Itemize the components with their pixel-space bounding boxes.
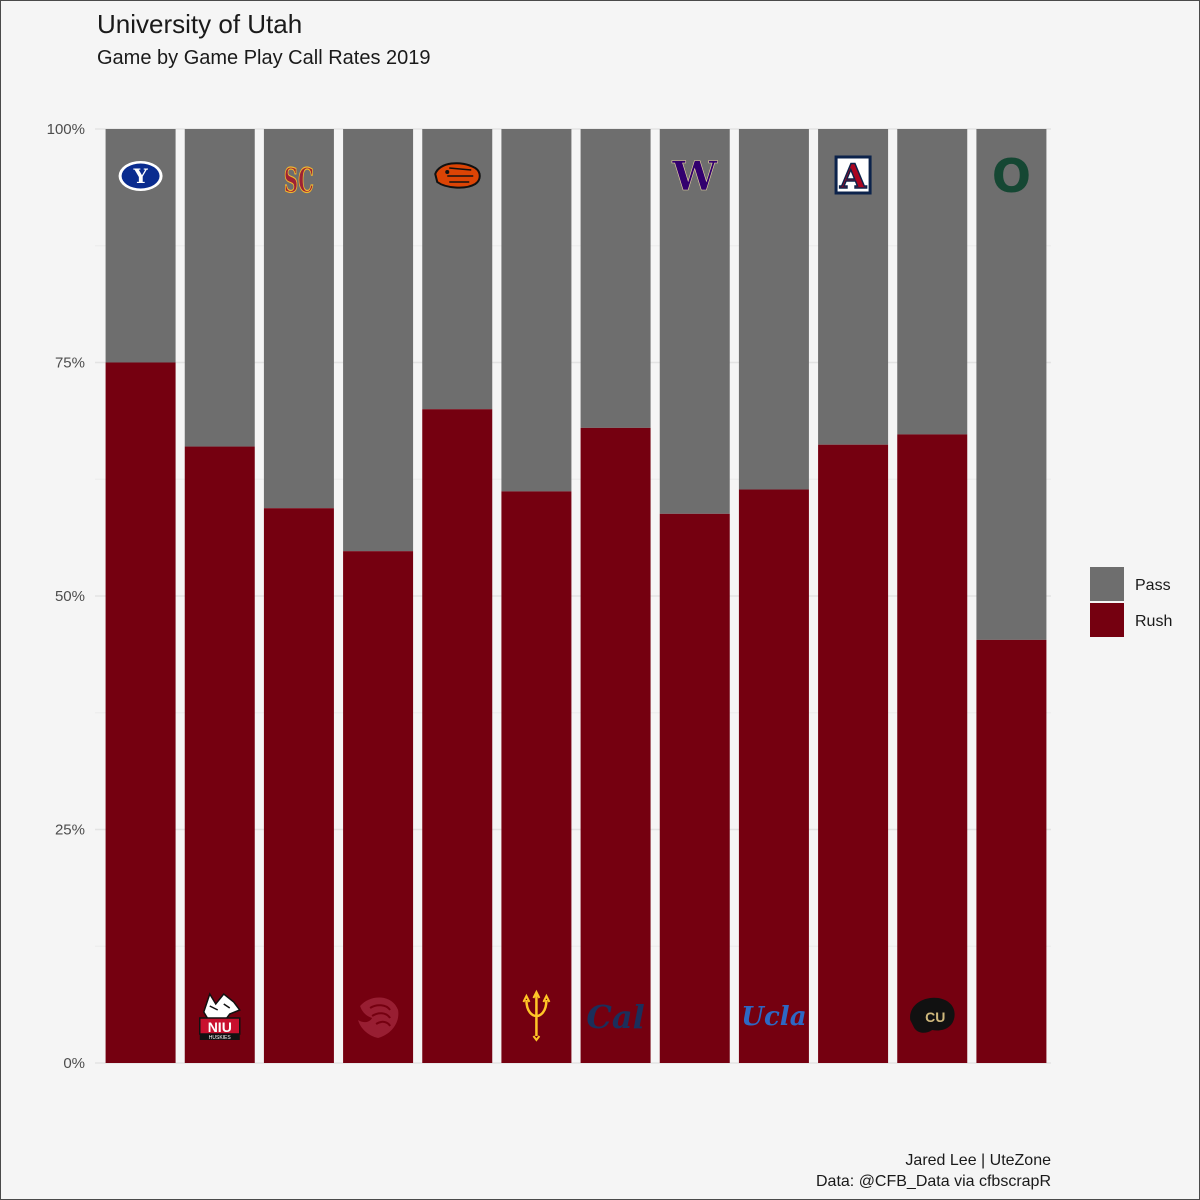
- bar-rush-1: [184, 446, 255, 1063]
- logos-layer: Y NIU HUSKIES SC: [118, 149, 1031, 1042]
- bar-rush-7: [659, 513, 730, 1063]
- bar-rush-6: [580, 427, 651, 1063]
- legend-key-rush: [1090, 603, 1124, 637]
- bar-rush-4: [422, 409, 493, 1063]
- bar-pass-11: [976, 129, 1047, 640]
- arizona-logo-text: A: [839, 157, 867, 197]
- caption-source: Data: @CFB_Data via cfbscrapR: [816, 1173, 1051, 1190]
- byu-logo-icon: Y: [118, 161, 163, 191]
- colorado-logo-text: CU: [925, 1009, 945, 1025]
- legend: Pass Rush: [1090, 567, 1172, 637]
- bar-pass-1: [184, 129, 255, 447]
- washington-logo-text: W: [671, 153, 718, 200]
- oregon-logo-text: O: [992, 149, 1031, 203]
- chart-title: University of Utah: [97, 9, 303, 39]
- wsu-cougar-logo-icon: [358, 997, 399, 1038]
- oregon-state-beaver-logo-icon: [434, 162, 481, 189]
- bar-pass-5: [501, 129, 572, 492]
- arizona-logo-icon: A: [834, 155, 872, 198]
- niu-logo-text: NIU: [208, 1019, 232, 1035]
- niu-logo-icon: NIU HUSKIES: [199, 992, 241, 1041]
- y-tick-label: 75%: [55, 355, 85, 372]
- colorado-buffalo-logo-icon: CU: [910, 997, 955, 1033]
- legend-label-pass: Pass: [1135, 577, 1171, 594]
- y-tick-label: 100%: [47, 121, 85, 138]
- bar-rush-0: [105, 362, 176, 1063]
- caption-author: Jared Lee | UteZone: [905, 1152, 1051, 1169]
- usc-logo-text: SC: [284, 161, 314, 201]
- asu-pitchfork-logo-icon: [522, 989, 551, 1042]
- y-tick-label: 0%: [63, 1055, 85, 1072]
- bar-pass-7: [659, 129, 730, 514]
- ucla-logo-icon: Ucla: [741, 1002, 806, 1032]
- chart-subtitle: Game by Game Play Call Rates 2019: [97, 47, 431, 69]
- washington-logo-icon: W: [671, 153, 719, 201]
- bar-rush-2: [263, 508, 334, 1064]
- bar-pass-8: [738, 129, 809, 490]
- bar-rush-11: [976, 639, 1047, 1063]
- niu-logo-subtext: HUSKIES: [209, 1035, 232, 1041]
- ucla-logo-text: Ucla: [741, 1002, 806, 1032]
- usc-logo-icon: SC: [283, 160, 314, 201]
- bar-pass-6: [580, 129, 651, 428]
- y-tick-label: 25%: [55, 822, 85, 839]
- bar-pass-3: [343, 129, 414, 552]
- y-axis: 0% 25% 50% 75% 100%: [47, 121, 85, 1072]
- cal-logo-icon: Cal: [586, 998, 644, 1036]
- bar-rush-3: [343, 551, 414, 1063]
- legend-key-pass: [1090, 567, 1124, 601]
- bar-pass-2: [263, 129, 334, 509]
- bar-rush-5: [501, 491, 572, 1064]
- bar-rush-9: [818, 444, 889, 1063]
- bar-rush-10: [897, 434, 968, 1064]
- legend-label-rush: Rush: [1135, 613, 1172, 630]
- byu-logo-text: Y: [132, 164, 148, 188]
- cal-logo-text: Cal: [586, 998, 644, 1036]
- bar-rush-8: [738, 489, 809, 1063]
- y-tick-label: 50%: [55, 588, 85, 605]
- bar-pass-10: [897, 129, 968, 435]
- oregon-logo-icon: O: [992, 149, 1031, 203]
